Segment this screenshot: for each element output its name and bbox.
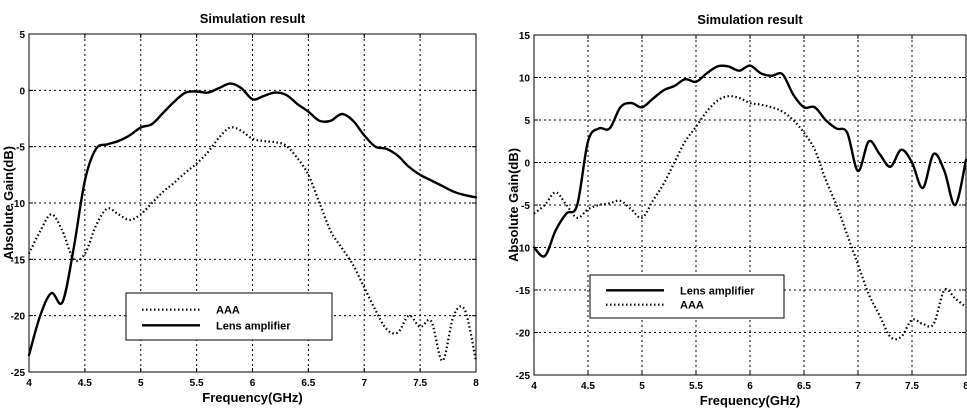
x-tick-label: 6.5 <box>301 378 315 389</box>
chart-panel-2: 4 4.5 5 5.5 6 6.5 7 7.5 8 -25 -20 -15 -10 -5 0 5 10 15 Sim… <box>506 12 967 408</box>
x-tick-label: 7 <box>855 381 861 392</box>
chart-title: Simulation result <box>200 11 306 26</box>
y-tick-label: -5 <box>521 201 530 212</box>
y-tick-label: 0 <box>524 159 530 170</box>
legend-label: Lens amplifier <box>216 320 291 332</box>
chart-panel-1: 4 4.5 5 5.5 6 6.5 7 7.5 8 -25 -20 -15 -10 -5 0 5 Simulat… <box>1 11 479 405</box>
legend-box <box>589 274 785 319</box>
axes-frame <box>28 33 477 373</box>
y-tick-label: -5 <box>16 143 25 154</box>
x-tick-label: 5.5 <box>689 381 703 392</box>
y-tick-label: -25 <box>516 371 531 382</box>
x-tick-label: 5.5 <box>190 378 204 389</box>
legend-box <box>125 292 333 341</box>
y-axis-label: Absolute Gain(dB) <box>1 146 16 260</box>
x-tick-label: 8 <box>473 378 479 389</box>
y-tick-label: -15 <box>516 286 531 297</box>
x-tick-label: 4.5 <box>78 378 92 389</box>
x-tick-label: 5 <box>639 381 645 392</box>
legend-label: Lens amplifier <box>680 285 755 297</box>
y-tick-label: -20 <box>516 329 531 340</box>
x-tick-label: 4 <box>531 381 537 392</box>
y-tick-label: 5 <box>19 30 25 41</box>
y-tick-label: -10 <box>11 199 26 210</box>
x-axis-label: Frequency(GHz) <box>202 390 302 405</box>
x-tick-label: 6 <box>250 378 256 389</box>
series-line-lens-amplifier <box>532 64 967 258</box>
x-tick-label: 7 <box>361 378 367 389</box>
y-tick-label: 10 <box>519 74 531 85</box>
y-tick-label: -15 <box>11 255 26 266</box>
chart-title: Simulation result <box>697 12 803 27</box>
legend: Lens amplifier AAA <box>589 274 785 319</box>
y-axis-label: Absolute Gain(dB) <box>506 148 521 262</box>
x-tick-label: 5 <box>138 378 144 389</box>
axes-frame <box>533 34 967 376</box>
x-tick-label: 6 <box>747 381 753 392</box>
y-tick-label: -20 <box>11 312 26 323</box>
y-tick-label: 0 <box>19 86 25 97</box>
x-tick-label: 6.5 <box>797 381 811 392</box>
x-tick-label: 4.5 <box>581 381 595 392</box>
y-tick-label: -10 <box>516 244 531 255</box>
legend-label: AAA <box>680 300 704 312</box>
x-axis-label: Frequency(GHz) <box>700 393 800 408</box>
x-tick-label: 7.5 <box>413 378 427 389</box>
y-tick-label: 15 <box>519 31 531 42</box>
x-tick-label: 8 <box>963 381 967 392</box>
series-line-lens-amplifier <box>27 82 478 357</box>
legend: AAA Lens amplifier <box>125 292 333 341</box>
legend-label: AAA <box>216 305 240 317</box>
y-tick-label: -25 <box>11 368 26 379</box>
x-tick-label: 7.5 <box>905 381 919 392</box>
y-tick-label: 5 <box>524 116 530 127</box>
x-tick-label: 4 <box>26 378 32 389</box>
